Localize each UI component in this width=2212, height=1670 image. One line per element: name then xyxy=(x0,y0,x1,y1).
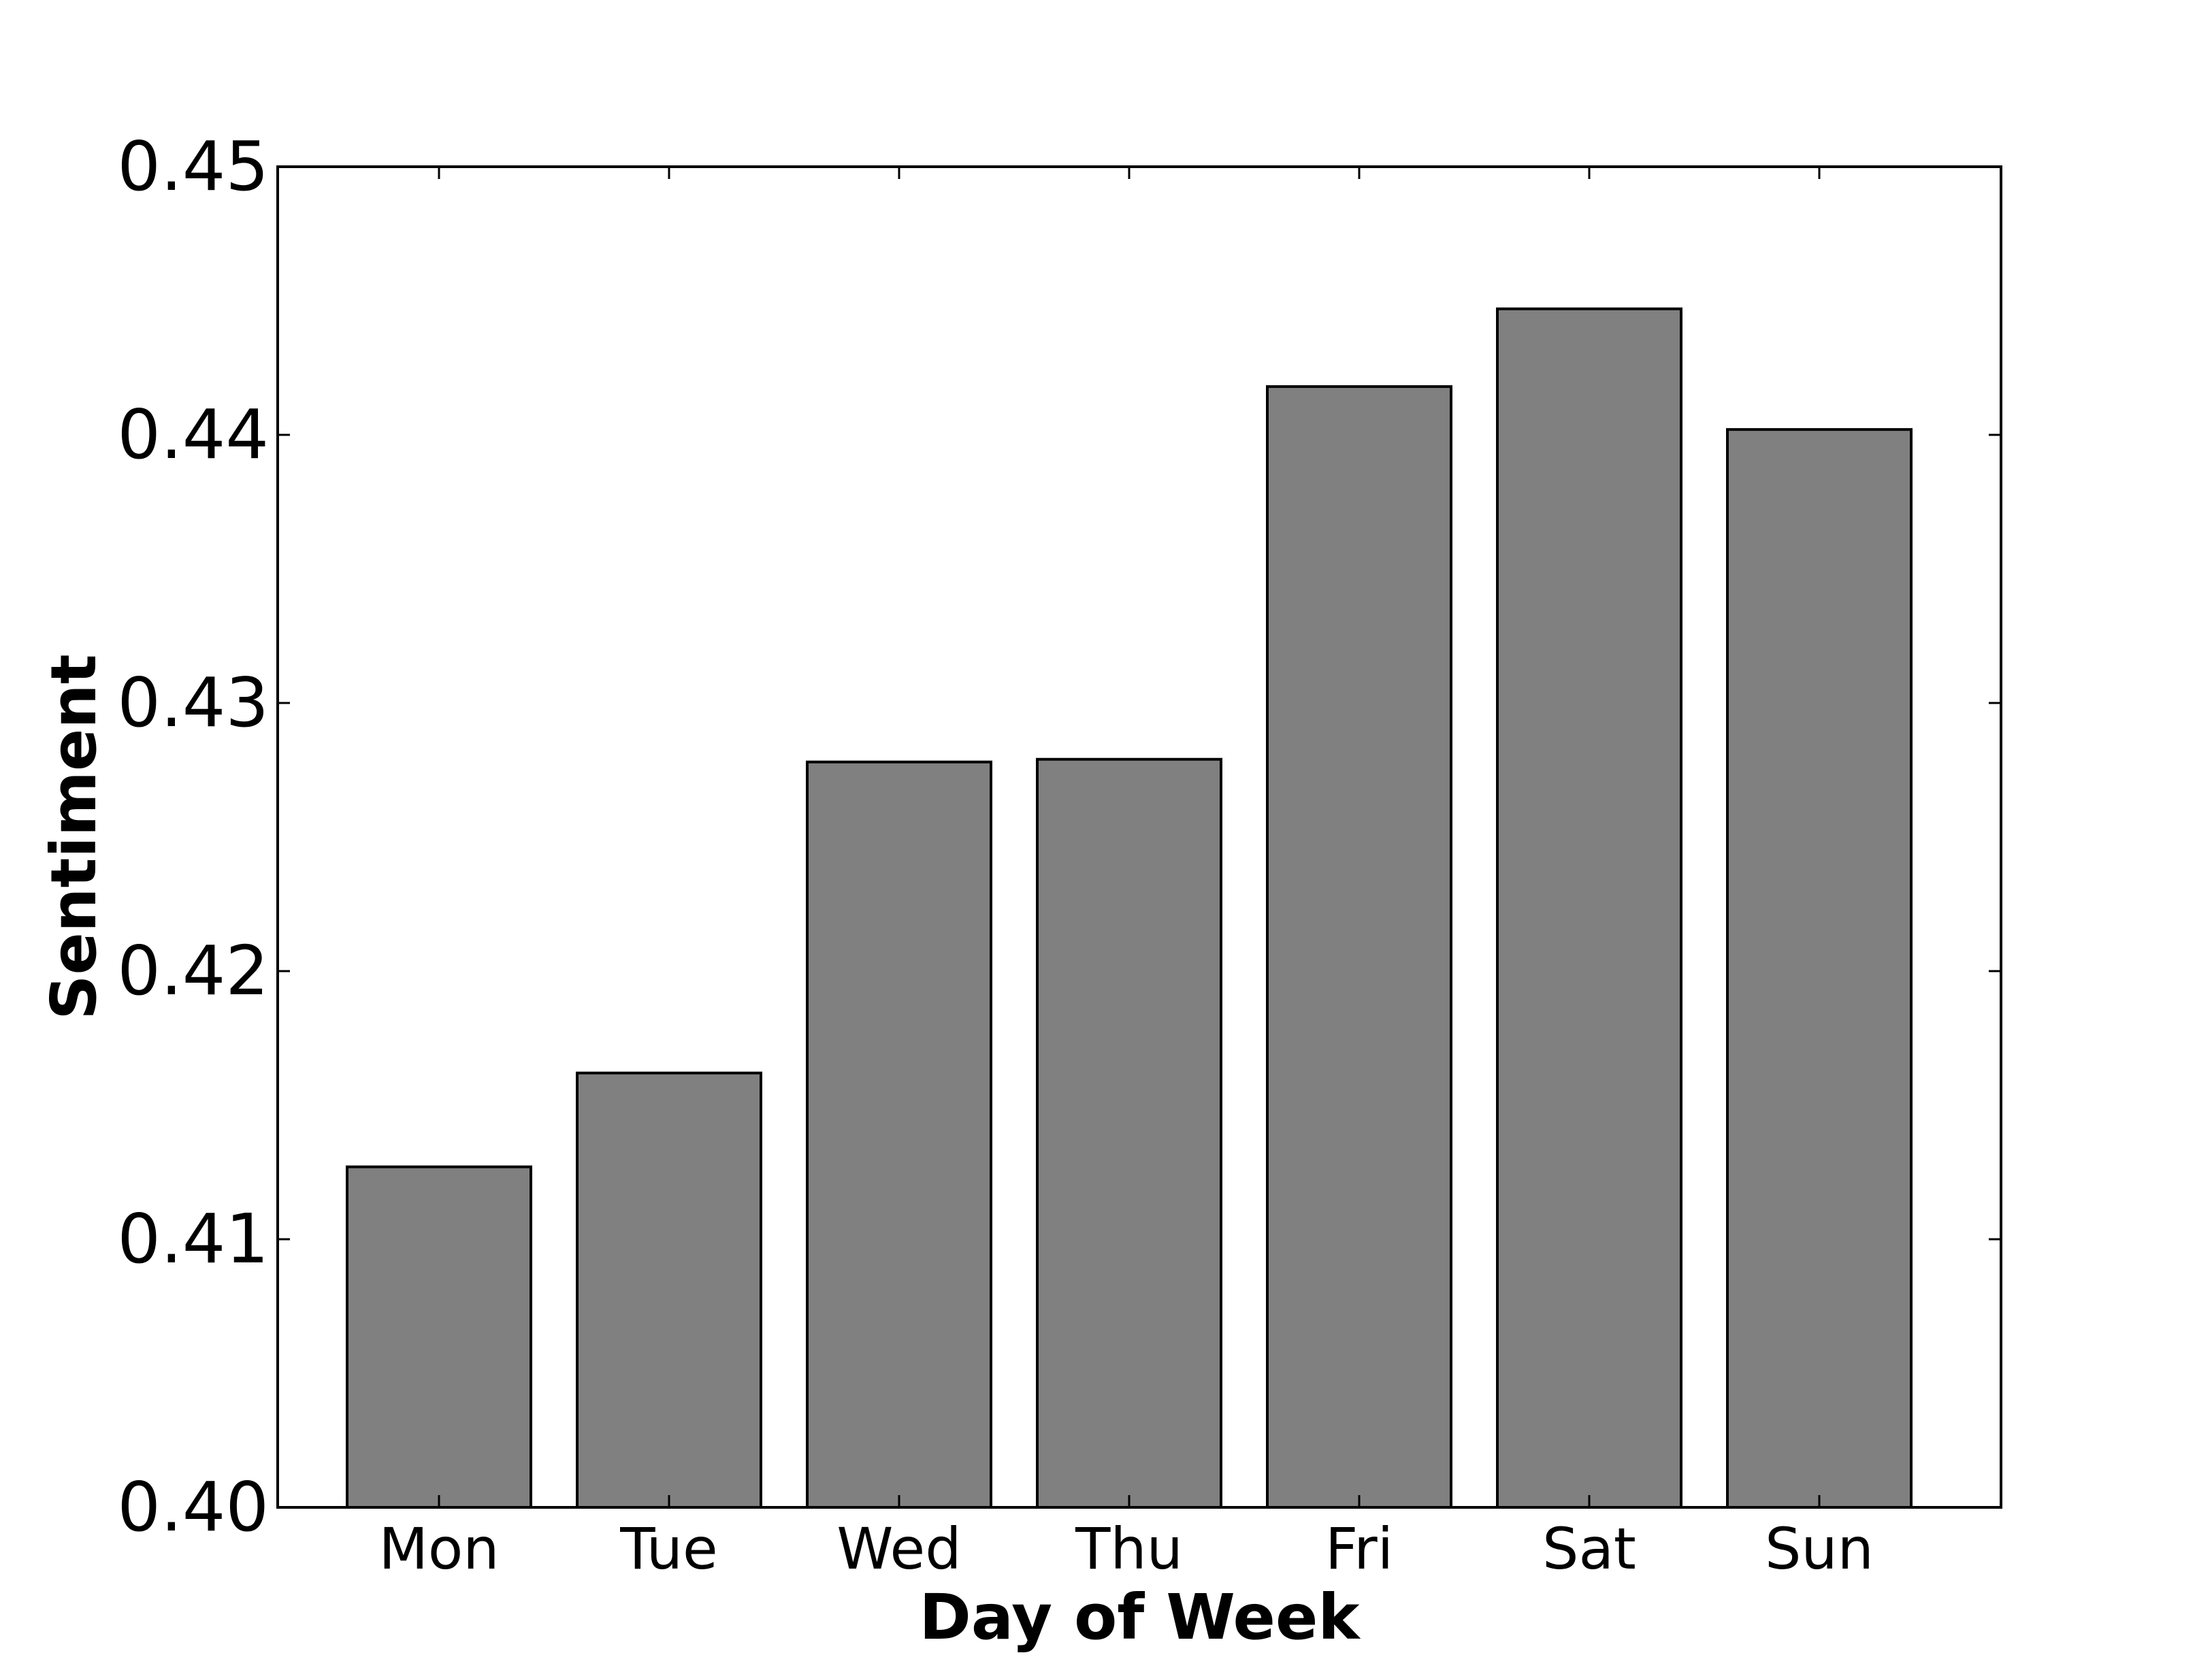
y-tick-label-0-40: 0.40 xyxy=(117,1467,269,1547)
y-axis-label: Sentiment xyxy=(37,654,110,1019)
y-tick-label-0-42: 0.42 xyxy=(117,931,269,1011)
bar-fri xyxy=(1266,385,1452,1509)
bars-layer xyxy=(346,307,1913,1509)
x-tick-label-wed: Wed xyxy=(836,1516,961,1582)
x-tick-label-sun: Sun xyxy=(1765,1516,1874,1582)
y-tick-label-0-43: 0.43 xyxy=(117,663,269,742)
x-tick-label-tue: Tue xyxy=(619,1516,717,1582)
bar-mon xyxy=(346,1165,532,1509)
bar-sun xyxy=(1726,428,1913,1509)
bar-thu xyxy=(1036,757,1222,1509)
bar-tue xyxy=(576,1071,762,1509)
x-tick-labels: Mon Tue Wed Thu Fri Sat Sun xyxy=(378,1516,1873,1582)
y-tick-labels: 0.40 0.41 0.42 0.43 0.44 0.45 xyxy=(117,127,269,1547)
axes-frame xyxy=(276,165,2002,1509)
x-tick-label-fri: Fri xyxy=(1325,1516,1393,1582)
x-tick-label-sat: Sat xyxy=(1542,1516,1636,1582)
x-tick-label-thu: Thu xyxy=(1075,1516,1183,1582)
x-tick-label-mon: Mon xyxy=(378,1516,499,1582)
ticks-layer xyxy=(278,165,2001,1509)
y-tick-label-0-41: 0.41 xyxy=(117,1199,269,1279)
x-axis-label: Day of Week xyxy=(919,1581,1361,1654)
bar-sat xyxy=(1496,307,1682,1509)
y-tick-label-0-45: 0.45 xyxy=(117,127,269,206)
bar-wed xyxy=(806,760,992,1509)
y-tick-label-0-44: 0.44 xyxy=(117,395,269,474)
